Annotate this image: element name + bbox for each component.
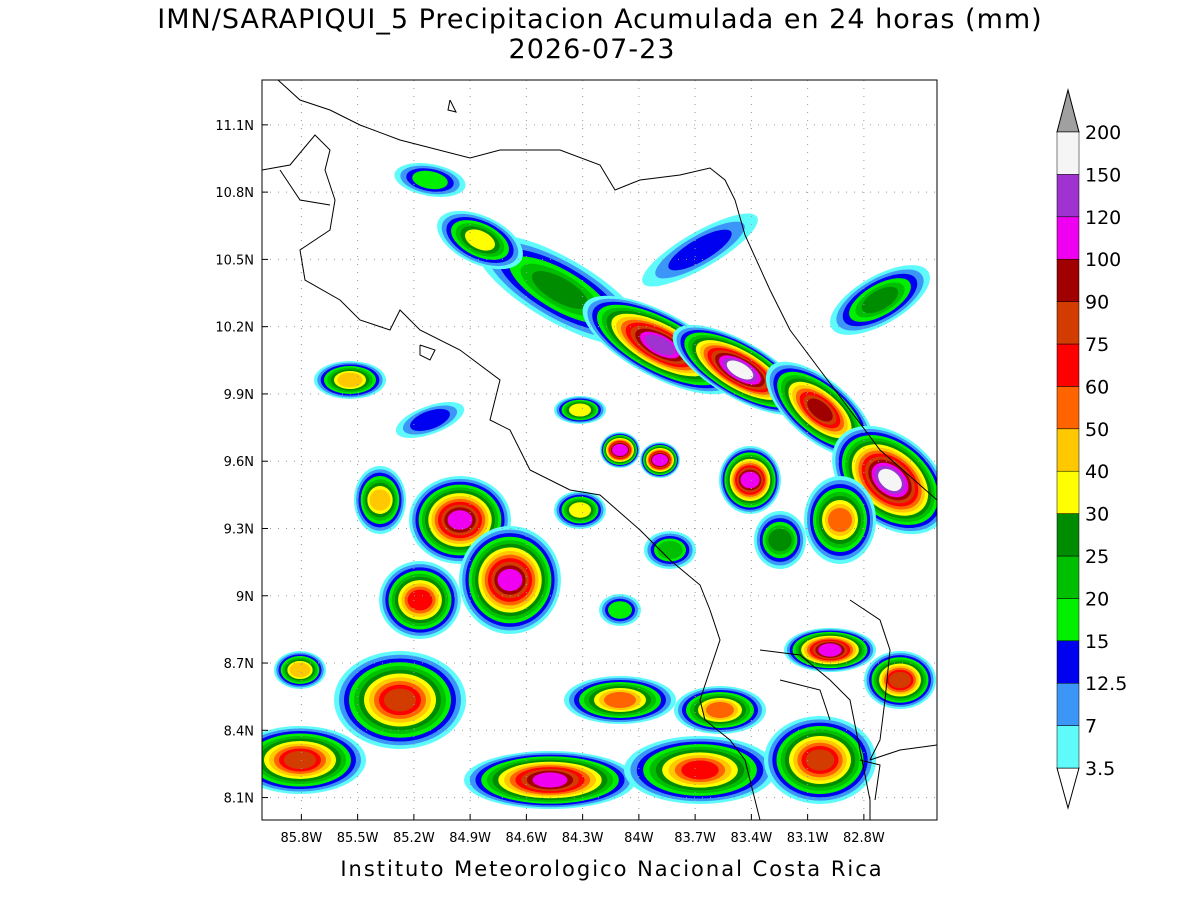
lat-tick-label: 10.8N bbox=[215, 186, 254, 201]
date: 2026-07-23 bbox=[509, 34, 676, 65]
colorbar-label: 100 bbox=[1085, 249, 1121, 271]
colorbar-label: 150 bbox=[1085, 164, 1121, 186]
grid: 8.1N 8.4N 8.7N 9N 9.3N 9.6N 9.9N 10.2N 10.5N 10.8… bbox=[215, 80, 937, 846]
lon-tick-label: 85.5W bbox=[337, 831, 379, 846]
colorbar-box bbox=[1056, 343, 1080, 387]
precip-contour bbox=[569, 403, 591, 417]
colorbar-label: 60 bbox=[1085, 376, 1109, 398]
precip-contour bbox=[681, 760, 719, 780]
precip-contour bbox=[612, 444, 628, 456]
precip-contour bbox=[657, 541, 683, 559]
precip-contour bbox=[604, 692, 636, 708]
colorbar-label: 120 bbox=[1085, 207, 1121, 229]
colorbar-box bbox=[1056, 428, 1080, 472]
colorbar-box bbox=[1056, 386, 1080, 430]
colorbar-box bbox=[1056, 513, 1080, 557]
precip-contour bbox=[807, 398, 833, 422]
lat-tick-label: 11.1N bbox=[215, 119, 254, 134]
precip-contour bbox=[531, 271, 589, 309]
precip-contour bbox=[652, 454, 668, 466]
colorbar-box bbox=[1056, 555, 1080, 599]
precip-contour bbox=[740, 471, 760, 489]
lon-tick-label: 84.9W bbox=[449, 831, 491, 846]
precip-contour bbox=[861, 286, 899, 314]
lon-tick-label: 85.8W bbox=[280, 831, 322, 846]
lat-tick-label: 10.5N bbox=[215, 253, 254, 268]
colorbar-label: 20 bbox=[1085, 588, 1109, 610]
precip-contour bbox=[410, 408, 450, 432]
precip-contour bbox=[412, 170, 448, 190]
lat-tick-label: 10.2N bbox=[215, 321, 254, 336]
lat-tick-label: 8.7N bbox=[224, 657, 254, 672]
colorbar-label: 25 bbox=[1085, 546, 1109, 568]
colorbar-label: 3.5 bbox=[1085, 758, 1115, 780]
coastline bbox=[262, 80, 937, 820]
colorbar-label: 30 bbox=[1085, 504, 1109, 526]
lon-tick-label: 83.7W bbox=[674, 831, 716, 846]
title: IMN/SARAPIQUI_5 Precipitacion Acumulada … bbox=[157, 4, 1042, 35]
colorbar-box bbox=[1056, 598, 1080, 642]
lon-tick-label: 84.3W bbox=[562, 831, 604, 846]
precip-contour bbox=[805, 749, 835, 771]
precip-contour bbox=[497, 568, 523, 592]
lon-tick-label: 82.8W bbox=[843, 831, 885, 846]
precip-contour bbox=[284, 751, 316, 769]
precip-contour bbox=[889, 671, 911, 689]
precip-contour bbox=[726, 360, 754, 380]
colorbar-box bbox=[1056, 682, 1080, 726]
colorbar-label: 7 bbox=[1085, 716, 1097, 738]
precip-contour bbox=[828, 508, 852, 532]
lon-tick-label: 83.1W bbox=[787, 831, 829, 846]
colorbar-box bbox=[1056, 131, 1080, 175]
lat-tick-label: 9.9N bbox=[224, 388, 254, 403]
precip-contour bbox=[668, 229, 732, 271]
precip-contour bbox=[384, 688, 416, 712]
colorbar-box bbox=[1056, 725, 1080, 769]
lat-tick-label: 9N bbox=[236, 590, 254, 605]
precip-contour bbox=[608, 601, 632, 619]
colorbar-label: 40 bbox=[1085, 461, 1109, 483]
colorbar-label: 50 bbox=[1085, 419, 1109, 441]
precip-field bbox=[262, 163, 937, 809]
colorbar-box bbox=[1056, 216, 1080, 260]
precip-contour bbox=[532, 772, 568, 788]
colorbar-upper-triangle bbox=[1056, 88, 1080, 133]
colorbar-label: 75 bbox=[1085, 334, 1109, 356]
colorbar-box bbox=[1056, 258, 1080, 302]
colorbar-box bbox=[1056, 174, 1080, 218]
footer: Instituto Meteorologico Nacional Costa R… bbox=[340, 857, 883, 881]
lon-tick-label: 84.6W bbox=[505, 831, 547, 846]
colorbar-label: 15 bbox=[1085, 631, 1109, 653]
precip-contour bbox=[369, 489, 391, 511]
colorbar-box bbox=[1056, 640, 1080, 684]
precip-contour bbox=[337, 372, 363, 388]
lat-tick-label: 9.3N bbox=[224, 522, 254, 537]
precip-contour bbox=[644, 334, 676, 356]
lon-tick-label: 83.4W bbox=[730, 831, 772, 846]
lat-tick-label: 8.1N bbox=[224, 792, 254, 807]
precip-contour bbox=[447, 510, 473, 530]
lat-tick-label: 9.6N bbox=[224, 455, 254, 470]
lat-tick-label: 8.4N bbox=[224, 724, 254, 739]
lon-tick-label: 84W bbox=[624, 831, 654, 846]
precip-contour bbox=[289, 662, 311, 678]
colorbar-label: 12.5 bbox=[1085, 673, 1127, 695]
colorbar-lower-triangle bbox=[1056, 767, 1080, 810]
colorbar-label: 200 bbox=[1085, 122, 1121, 144]
lon-tick-label: 85.2W bbox=[393, 831, 435, 846]
precip-contour bbox=[407, 589, 433, 611]
precip-contour bbox=[878, 468, 902, 492]
colorbar-box bbox=[1056, 301, 1080, 345]
precip-contour bbox=[768, 528, 792, 552]
colorbar: 3.5 7 12.5 15 20 25 30 40 50 60 75 90 100 120 150 200 bbox=[1056, 88, 1127, 810]
precip-contour bbox=[818, 643, 842, 657]
map-frame bbox=[261, 79, 938, 821]
precip-contour bbox=[706, 702, 734, 718]
colorbar-label: 90 bbox=[1085, 292, 1109, 314]
precip-contour bbox=[465, 229, 495, 251]
precip-contour bbox=[569, 502, 591, 518]
colorbar-box bbox=[1056, 470, 1080, 514]
